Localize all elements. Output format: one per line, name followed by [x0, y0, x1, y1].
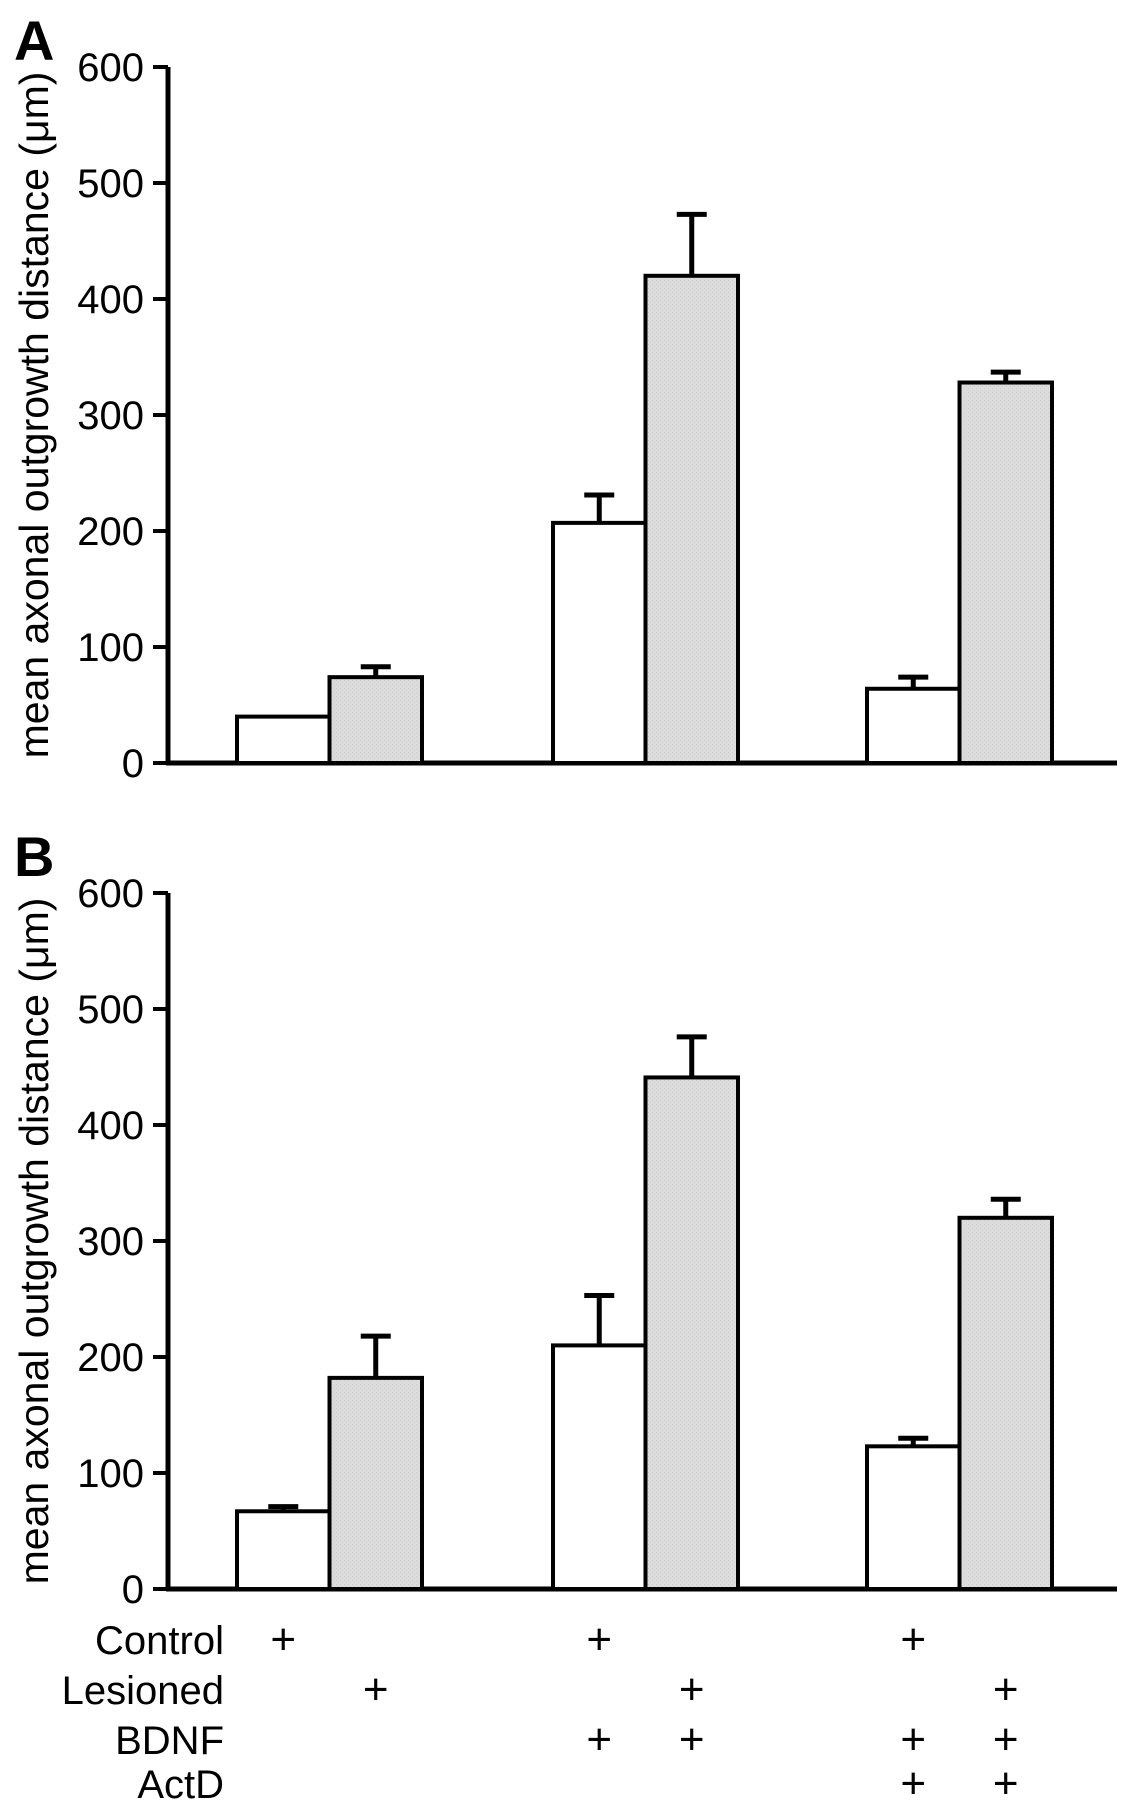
- treatment-plus-mark: +: [993, 1759, 1019, 1800]
- bar-b-group1-gray: [327, 1375, 424, 1591]
- treatment-row-label-bdnf: BDNF: [115, 1719, 224, 1763]
- y-tick-label: 600: [77, 872, 144, 916]
- treatment-plus-mark: +: [270, 1615, 296, 1664]
- bar-b-group1-white: [235, 1509, 332, 1592]
- bar-a-group1-white: [235, 714, 332, 765]
- panel-b-letter: B: [14, 825, 54, 888]
- y-tick-label: 400: [77, 1104, 144, 1148]
- bar-a-group2-white: [551, 520, 648, 765]
- treatment-row-label-control: Control: [95, 1619, 224, 1663]
- y-tick-label: 300: [77, 394, 144, 438]
- treatment-plus-mark: +: [993, 1715, 1019, 1764]
- y-tick-label: 200: [77, 1336, 144, 1380]
- panel-b-y-axis-title: mean axonal outgrowth distance (μm): [11, 898, 57, 1585]
- treatment-plus-mark: +: [900, 1759, 926, 1800]
- treatment-plus-mark: +: [586, 1715, 612, 1764]
- bar-b-group2-white: [551, 1343, 648, 1592]
- treatment-plus-mark: +: [900, 1615, 926, 1664]
- panel-b-bars: [235, 1034, 1054, 1592]
- bar-a-group1-gray: [327, 675, 424, 765]
- y-tick-label: 100: [77, 1452, 144, 1496]
- panel-a-y-axis-title: mean axonal outgrowth distance (μm): [11, 72, 57, 759]
- treatment-row-label-actd: ActD: [137, 1763, 224, 1800]
- bar-a-group2-gray: [643, 273, 740, 765]
- treatment-table: Control + + +Lesioned + + +BDNF + + + +ActD + +: [62, 1615, 1019, 1800]
- bar-a-group3-white: [865, 686, 962, 766]
- y-tick-label: 500: [77, 988, 144, 1032]
- y-tick-label: 300: [77, 1220, 144, 1264]
- panel-b: B mean axonal outgrowth distance (μm) 0 1…: [11, 825, 1117, 1612]
- y-tick-label: 200: [77, 510, 144, 554]
- y-tick-label: 600: [77, 46, 144, 90]
- bar-b-group3-white: [865, 1444, 962, 1591]
- treatment-plus-mark: +: [363, 1665, 389, 1714]
- treatment-plus-mark: +: [679, 1715, 705, 1764]
- bar-b-group2-gray: [643, 1075, 740, 1591]
- bar-b-group3-gray: [957, 1215, 1054, 1592]
- bar-a-group3-gray: [957, 380, 1054, 765]
- panel-a-letter: A: [14, 9, 54, 72]
- treatment-plus-mark: +: [993, 1665, 1019, 1714]
- treatment-plus-mark: +: [586, 1615, 612, 1664]
- y-tick-label: 400: [77, 278, 144, 322]
- treatment-plus-mark: +: [679, 1665, 705, 1714]
- y-tick-label: 100: [77, 626, 144, 670]
- treatment-row-label-lesioned: Lesioned: [62, 1669, 224, 1713]
- treatment-plus-mark: +: [900, 1715, 926, 1764]
- y-tick-label: 0: [122, 742, 144, 786]
- panel-a-bars: [235, 211, 1054, 766]
- y-tick-label: 500: [77, 162, 144, 206]
- panel-a: A mean axonal outgrowth distance (μm) 0 1…: [11, 9, 1117, 786]
- y-tick-label: 0: [122, 1568, 144, 1612]
